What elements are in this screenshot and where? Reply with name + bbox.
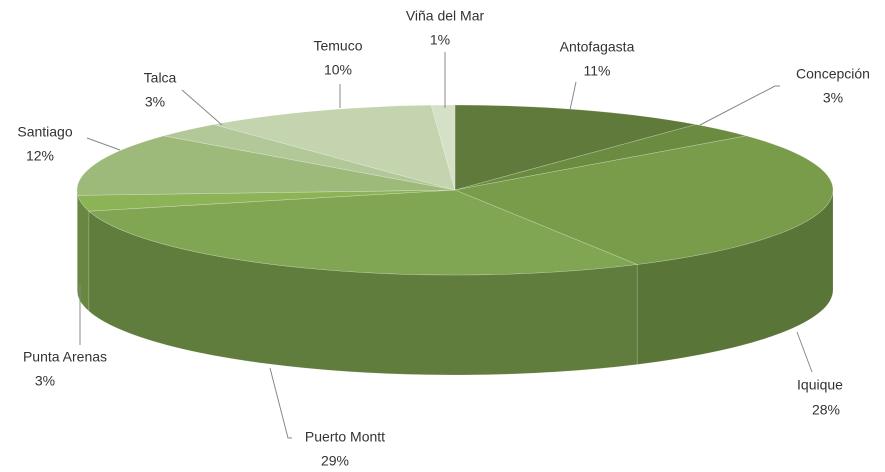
slice-label: Puerto Montt xyxy=(305,429,385,445)
slice-label: Antofagasta xyxy=(560,39,635,55)
slice-value-label: 1% xyxy=(430,32,450,48)
leader-line xyxy=(86,137,121,151)
slice-label: Santiago xyxy=(17,124,72,140)
slice xyxy=(454,124,747,191)
slice-value-label: 28% xyxy=(812,402,840,418)
slice-value-label: 3% xyxy=(823,90,843,106)
slice-value-label: 3% xyxy=(145,94,165,110)
leader-line xyxy=(569,81,577,111)
slice xyxy=(77,189,456,212)
slice-label: Concepción xyxy=(796,66,870,82)
slice-label: Temuco xyxy=(313,38,362,54)
slice xyxy=(163,124,456,191)
leader-line xyxy=(796,331,813,373)
slice xyxy=(454,104,697,191)
slice-value-label: 3% xyxy=(35,373,55,389)
slice xyxy=(453,135,834,265)
slice xyxy=(213,104,456,191)
slice-side xyxy=(77,195,90,312)
slice-value-label: 11% xyxy=(584,63,611,79)
slice-value-label: 29% xyxy=(321,453,349,469)
leader-line xyxy=(269,367,292,439)
slice xyxy=(430,104,456,191)
slice-label: Talca xyxy=(144,70,177,86)
slice-label: Viña del Mar xyxy=(406,8,485,24)
slice xyxy=(88,189,639,276)
slice-label: Punta Arenas xyxy=(23,349,107,365)
leader-line xyxy=(699,85,780,126)
slice-side xyxy=(76,189,78,296)
slice-value-label: 10% xyxy=(324,62,352,78)
slice-value-label: 12% xyxy=(26,148,54,164)
slice xyxy=(76,135,456,196)
slice-label: Iquique xyxy=(797,377,843,393)
leader-line xyxy=(181,89,223,126)
